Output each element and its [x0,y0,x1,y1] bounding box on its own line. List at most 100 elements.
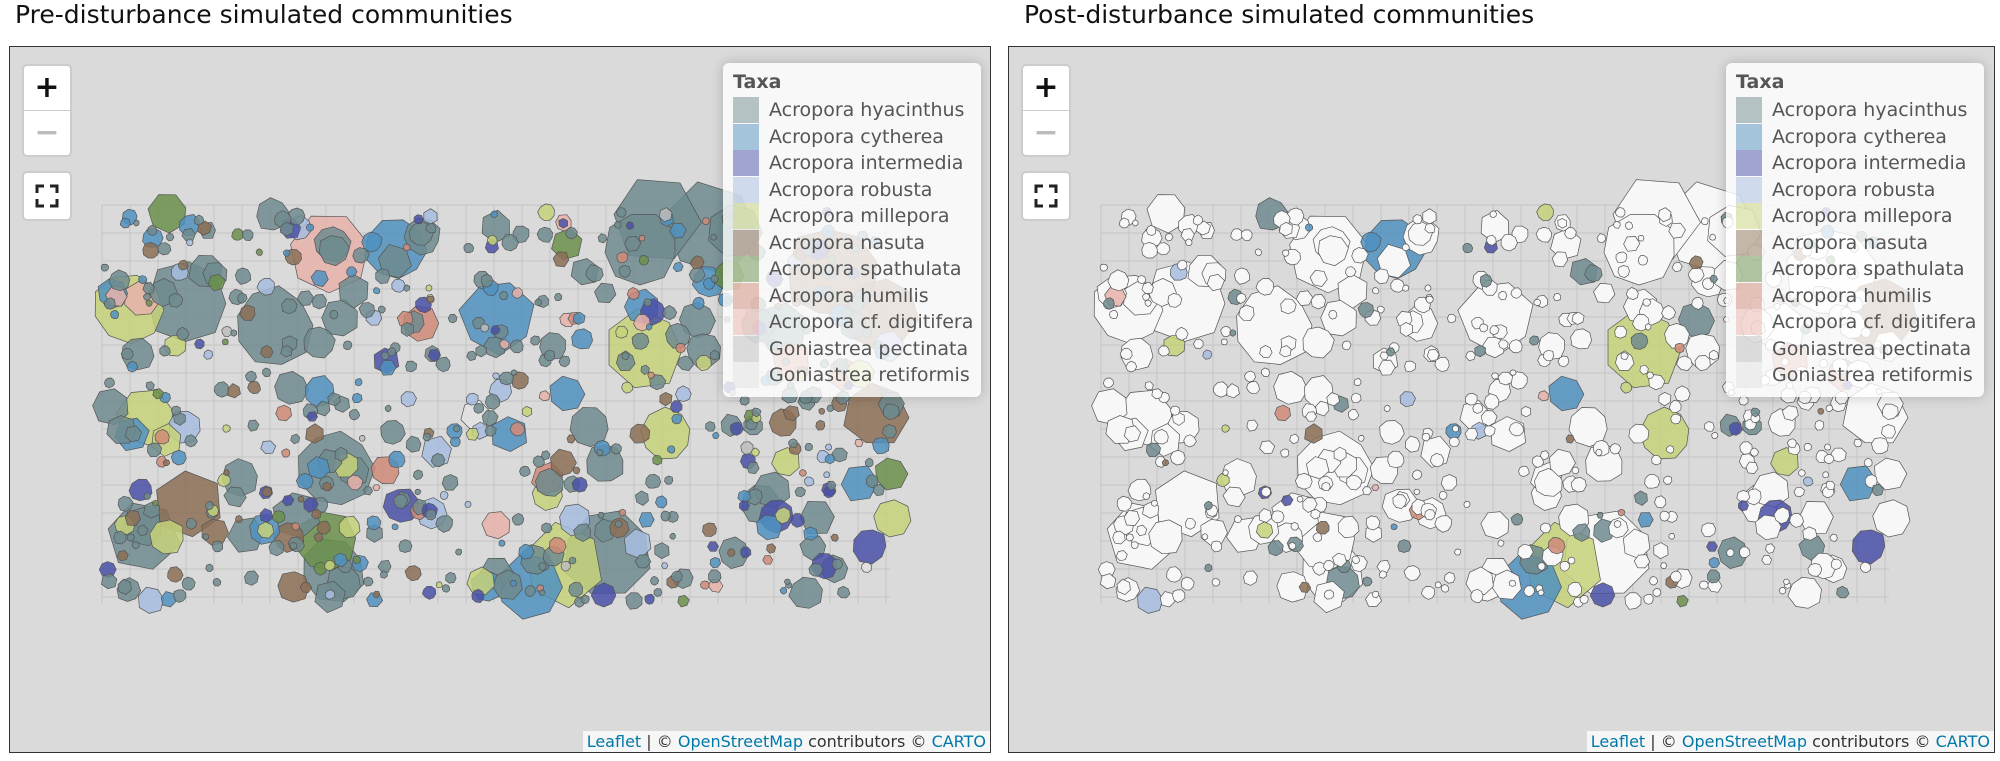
colony [1557,355,1570,368]
colony [280,345,293,358]
carto-link[interactable]: CARTO [1935,732,1990,751]
legend-label: Acropora hyacinthus [769,99,965,121]
colony [1614,207,1626,218]
map: + − Taxa Acropora hyacinthus Acropora cyther… [9,46,991,753]
colony [1479,274,1493,288]
colony [1351,247,1369,264]
colony [677,595,690,608]
colony [1424,509,1436,521]
legend-swatch [1736,203,1762,229]
colony [372,590,381,599]
colony [1116,578,1131,596]
fullscreen-button[interactable] [22,171,72,221]
colony [1553,292,1562,302]
osm-link[interactable]: OpenStreetMap [677,732,803,751]
colony [159,345,171,357]
colony [449,436,461,448]
colony [104,377,115,389]
colony [1535,226,1552,243]
colony [1729,421,1743,436]
colony [1261,367,1271,377]
colony [779,587,788,595]
colony [1615,251,1628,264]
colony [662,304,678,321]
colony [1185,518,1196,530]
colony [221,325,233,337]
colony [1736,490,1751,503]
colony [534,298,542,306]
legend-item: Goniastrea retiformis [733,362,971,389]
colony [702,522,717,537]
colony [1402,284,1410,292]
colony [1180,576,1195,591]
colony [701,217,710,226]
colony [325,589,336,600]
colony [808,563,824,577]
colony [1786,438,1797,449]
colony [1674,385,1691,402]
colony [1498,290,1508,301]
colony [98,561,117,579]
colony [1203,500,1213,511]
colony [1520,406,1532,418]
zoom-in[interactable]: + [34,70,60,105]
colony [1464,427,1479,441]
colony [1570,476,1587,493]
colony [695,354,712,371]
colony [815,419,826,431]
colony [788,576,823,609]
colony [1497,539,1505,547]
colony [1196,220,1211,236]
colony [509,421,525,437]
legend-swatch [733,282,759,309]
colony [1280,298,1297,315]
osm-link[interactable]: OpenStreetMap [1681,732,1807,751]
colony [783,578,791,586]
colony [837,585,851,599]
colony [511,513,525,526]
legend-item: Acropora nasuta [1736,229,1974,257]
carto-link[interactable]: CARTO [931,732,986,751]
colony [1169,449,1186,466]
colony [709,557,721,569]
colony [1302,326,1335,359]
colony [1508,339,1523,354]
colony [1144,299,1152,308]
colony [347,474,364,491]
colony [549,375,586,412]
colony [1172,589,1186,603]
colony [1116,495,1133,512]
colony [1374,268,1390,284]
zoom-out[interactable]: − [1023,110,1069,155]
colony [1668,222,1686,239]
zoom-in[interactable]: + [1033,70,1059,105]
colony [864,457,874,468]
colony [1480,511,1510,540]
colony [1141,242,1158,259]
legend-swatch [1736,335,1762,362]
fullscreen-button[interactable] [1021,171,1071,221]
colony [647,371,656,379]
colony [677,355,694,371]
colony [590,582,617,608]
colony [186,518,197,530]
leaflet-link[interactable]: Leaflet [1590,732,1646,751]
colony [1637,255,1649,266]
leaflet-link[interactable]: Leaflet [586,732,642,751]
zoom-out[interactable]: − [24,110,70,155]
legend-label: Goniastrea retiformis [769,364,970,386]
colony [1874,457,1908,491]
colony [1537,390,1549,402]
colony [143,293,151,301]
colony [1156,242,1171,256]
colony [154,429,170,445]
colony [1882,403,1899,420]
colony [1210,540,1222,553]
colony [310,269,329,287]
colony [804,443,813,452]
colony [823,471,830,479]
colony [1685,333,1720,368]
legend-label: Acropora humilis [1772,284,1932,307]
legend: Taxa Acropora hyacinthus Acropora cytherea… [723,63,981,397]
colony [1387,450,1405,469]
